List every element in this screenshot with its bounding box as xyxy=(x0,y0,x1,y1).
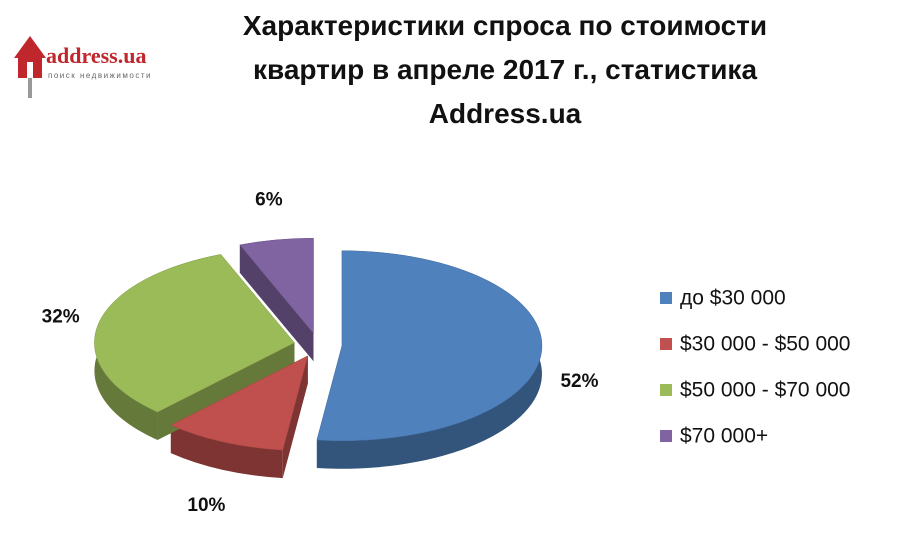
chart-title: Характеристики спроса по стоимости кварт… xyxy=(242,10,768,129)
slice xyxy=(316,250,543,441)
data-labels: 52% 10% 32% 6% xyxy=(42,190,599,516)
logo-tagline: поиск недвижимости xyxy=(48,71,152,80)
data-label: 32% xyxy=(42,306,80,327)
legend-swatch xyxy=(660,430,672,442)
legend-swatch xyxy=(660,292,672,304)
data-label: 10% xyxy=(187,495,225,516)
logo-icon xyxy=(14,36,46,78)
data-label: 52% xyxy=(560,371,598,392)
logo: address.ua поиск недвижимости xyxy=(14,36,152,98)
legend-label: $70 000+ xyxy=(680,425,768,448)
slice-side xyxy=(170,425,283,479)
legend-label: до $30 000 xyxy=(680,287,786,310)
legend-label: $30 000 - $50 000 xyxy=(680,333,850,356)
legend: до $30 000 $30 000 - $50 000 $50 000 - $70… xyxy=(660,287,850,448)
slice-side xyxy=(239,244,314,362)
slice xyxy=(170,355,309,451)
legend-swatch xyxy=(660,338,672,350)
logo-icon-door xyxy=(27,62,33,78)
data-label: 6% xyxy=(255,190,283,211)
legend-swatch xyxy=(660,384,672,396)
slice xyxy=(239,237,314,334)
slice-tops xyxy=(94,237,543,451)
legend-label: $50 000 - $70 000 xyxy=(680,379,850,402)
logo-name: address.ua xyxy=(46,43,146,68)
slice xyxy=(94,254,295,413)
